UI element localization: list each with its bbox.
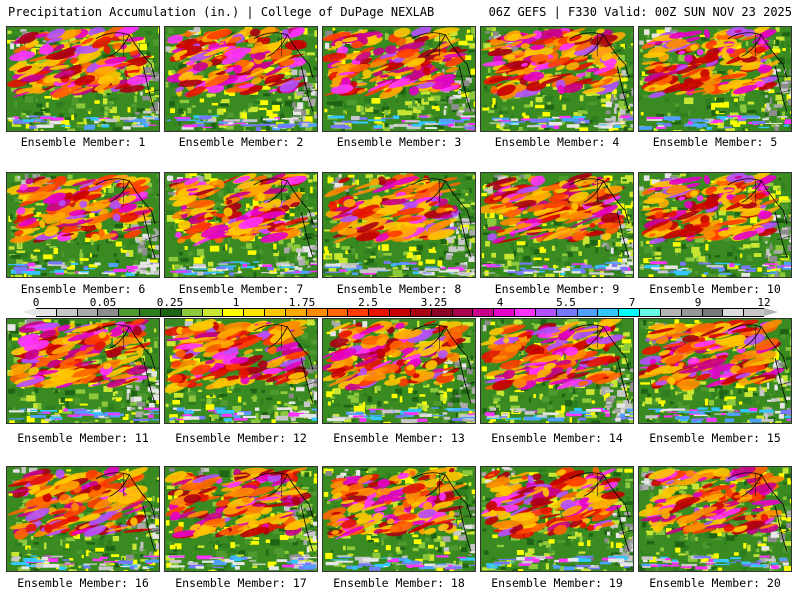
member-map-4 <box>480 26 634 132</box>
colorbar-swatch <box>640 309 661 316</box>
member-map-20 <box>638 466 792 572</box>
colorbar-swatch <box>285 309 307 316</box>
member-caption-16: Ensemble Member: 16 <box>17 576 149 590</box>
colorbar <box>36 308 764 317</box>
member-map-3 <box>322 26 476 132</box>
member-caption-9: Ensemble Member: 9 <box>494 282 620 296</box>
colorbar-swatch <box>494 309 516 316</box>
member-caption-19: Ensemble Member: 19 <box>491 576 623 590</box>
colorbar-swatch <box>265 309 286 316</box>
colorbar-swatch <box>223 309 245 316</box>
colorbar-swatch <box>452 309 474 316</box>
colorbar-min-arrow <box>22 308 36 316</box>
member-caption-14: Ensemble Member: 14 <box>491 431 623 445</box>
member-map-15 <box>638 318 792 424</box>
colorbar-swatch <box>619 309 641 316</box>
member-caption-13: Ensemble Member: 13 <box>333 431 465 445</box>
member-map-9 <box>480 172 634 278</box>
member-caption-1: Ensemble Member: 1 <box>20 135 146 149</box>
member-map-1 <box>6 26 160 132</box>
member-map-13 <box>322 318 476 424</box>
chart-title: Precipitation Accumulation (in.) | Colle… <box>8 5 435 19</box>
colorbar-swatch <box>306 309 328 316</box>
colorbar-swatch <box>660 309 682 316</box>
colorbar-swatch <box>119 309 141 316</box>
colorbar-swatch <box>556 309 578 316</box>
colorbar-swatch <box>390 309 411 316</box>
member-map-16 <box>6 466 160 572</box>
run-info: 06Z GEFS | F330 Valid: 00Z SUN NOV 23 20… <box>488 5 792 19</box>
member-map-5 <box>638 26 792 132</box>
member-map-19 <box>480 466 634 572</box>
member-caption-15: Ensemble Member: 15 <box>649 431 781 445</box>
member-map-12 <box>164 318 318 424</box>
colorbar-tick-label: 4 <box>496 296 504 309</box>
colorbar-max-arrow <box>764 308 778 316</box>
colorbar-tick-label: 0.05 <box>89 296 117 309</box>
member-caption-7: Ensemble Member: 7 <box>178 282 304 296</box>
member-caption-17: Ensemble Member: 17 <box>175 576 307 590</box>
colorbar-swatch <box>98 309 120 316</box>
colorbar-tick-label: 7 <box>628 296 636 309</box>
member-map-8 <box>322 172 476 278</box>
colorbar-tick-label: 9 <box>694 296 702 309</box>
colorbar-tick-label: 1 <box>232 296 240 309</box>
colorbar-tick-label: 12 <box>757 296 771 309</box>
member-caption-2: Ensemble Member: 2 <box>178 135 304 149</box>
colorbar-swatch <box>202 309 224 316</box>
member-caption-18: Ensemble Member: 18 <box>333 576 465 590</box>
colorbar-tick-label: 1.75 <box>288 296 316 309</box>
colorbar-swatch <box>431 309 453 316</box>
member-caption-12: Ensemble Member: 12 <box>175 431 307 445</box>
colorbar-swatch <box>744 309 764 316</box>
colorbar-swatch <box>577 309 599 316</box>
member-map-18 <box>322 466 476 572</box>
colorbar-swatch <box>56 309 78 316</box>
colorbar-swatch <box>723 309 745 316</box>
colorbar-swatch <box>598 309 620 316</box>
member-map-10 <box>638 172 792 278</box>
member-caption-20: Ensemble Member: 20 <box>649 576 781 590</box>
colorbar-swatch <box>348 309 370 316</box>
member-caption-5: Ensemble Member: 5 <box>652 135 778 149</box>
colorbar-swatch <box>140 309 161 316</box>
colorbar-swatch <box>327 309 349 316</box>
colorbar-swatch <box>36 309 57 316</box>
colorbar-tick-label: 5.5 <box>556 296 576 309</box>
member-map-7 <box>164 172 318 278</box>
colorbar-swatch <box>702 309 724 316</box>
colorbar-swatch <box>77 309 99 316</box>
member-map-6 <box>6 172 160 278</box>
member-map-2 <box>164 26 318 132</box>
member-caption-4: Ensemble Member: 4 <box>494 135 620 149</box>
colorbar-tick-label: 0.25 <box>156 296 184 309</box>
member-map-14 <box>480 318 634 424</box>
colorbar-swatch <box>369 309 391 316</box>
colorbar-tick-label: 3.25 <box>420 296 448 309</box>
colorbar-swatch <box>244 309 266 316</box>
colorbar-swatch <box>681 309 703 316</box>
colorbar-labels: 0 0.05 0.25 1 1.75 2.5 3.25 4 5.5 7 9 12 <box>0 296 800 309</box>
colorbar-swatch <box>473 309 495 316</box>
member-caption-8: Ensemble Member: 8 <box>336 282 462 296</box>
member-caption-3: Ensemble Member: 3 <box>336 135 462 149</box>
member-caption-11: Ensemble Member: 11 <box>17 431 149 445</box>
colorbar-swatch <box>181 309 203 316</box>
colorbar-tick-label: 2.5 <box>358 296 378 309</box>
member-caption-10: Ensemble Member: 10 <box>649 282 781 296</box>
colorbar-tick-label: 0 <box>32 296 40 309</box>
member-map-11 <box>6 318 160 424</box>
colorbar-swatch <box>410 309 432 316</box>
member-caption-6: Ensemble Member: 6 <box>20 282 146 296</box>
colorbar-swatch <box>160 309 182 316</box>
colorbar-swatch <box>515 309 536 316</box>
member-map-17 <box>164 466 318 572</box>
colorbar-swatch <box>535 309 557 316</box>
